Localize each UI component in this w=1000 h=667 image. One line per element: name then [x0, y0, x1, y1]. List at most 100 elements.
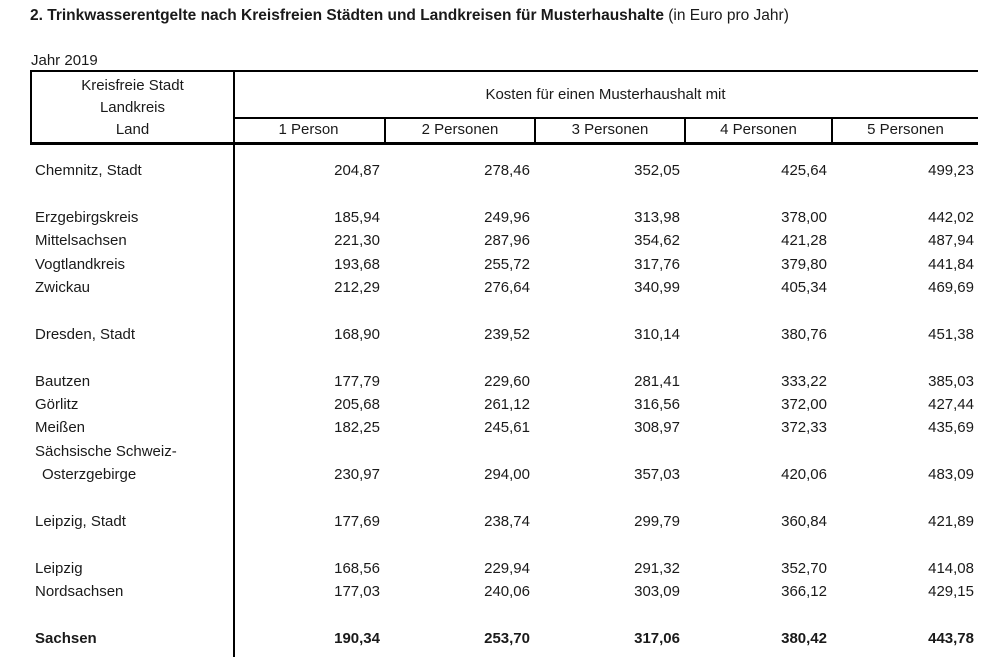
row-label: Osterzgebirge [42, 466, 137, 484]
table-row: Chemnitz, Stadt 204,87 278,46 352,05 425,64 4… [30, 159, 978, 182]
cell-value: 352,05 [634, 162, 680, 179]
cell-value: 261,12 [484, 395, 530, 413]
cell-value: 317,06 [634, 629, 680, 647]
row-label: Leipzig, Stadt [35, 512, 126, 530]
cell-value: 205,68 [334, 395, 380, 413]
cell-value [233, 440, 384, 463]
cell-value: 313,98 [634, 208, 680, 226]
cell-value: 372,33 [781, 419, 827, 437]
column-header: 3 Personen [534, 119, 684, 142]
cell-value: 238,74 [484, 512, 530, 530]
cell-value: 427,44 [928, 395, 974, 413]
cell-value: 253,70 [484, 629, 530, 647]
cell-value: 443,78 [928, 629, 974, 647]
cell-value: 287,96 [484, 232, 530, 250]
year-label: Jahr 2019 [31, 52, 98, 69]
column-header: 5 Personen [831, 119, 978, 142]
cell-value: 405,34 [781, 278, 827, 296]
cell-value: 291,32 [634, 559, 680, 577]
row-label: Erzgebirgskreis [35, 208, 139, 226]
table-row: Vogtlandkreis 193,68 255,72 317,76 379,80 441… [30, 253, 978, 276]
cell-value: 185,94 [334, 208, 380, 226]
title-unit: (in Euro pro Jahr) [668, 7, 789, 24]
cell-value: 366,12 [781, 583, 827, 601]
cell-value: 425,64 [781, 162, 827, 179]
spacer-row [30, 346, 978, 369]
row-label: Dresden, Stadt [35, 325, 136, 343]
cell-value: 429,15 [928, 583, 974, 601]
page-title: 2. Trinkwasserentgelte nach Kreisfreien … [30, 7, 789, 25]
cell-value: 177,69 [334, 512, 380, 530]
spacer-row [30, 486, 978, 509]
cell-value: 240,06 [484, 583, 530, 601]
cell-value: 245,61 [484, 419, 530, 437]
cell-value: 230,97 [334, 466, 380, 484]
cell-value: 469,69 [928, 278, 974, 296]
cell-value: 354,62 [634, 232, 680, 250]
cell-value: 177,03 [334, 583, 380, 601]
table-header: Kreisfreie Stadt Landkreis Land Kosten f… [30, 70, 978, 145]
cell-value: 451,38 [928, 325, 974, 343]
cell-value: 168,56 [334, 559, 380, 577]
cell-value: 380,76 [781, 325, 827, 343]
cell-value: 421,89 [928, 512, 974, 530]
cell-value: 193,68 [334, 255, 380, 273]
spacer-row [30, 533, 978, 556]
cell-value: 239,52 [484, 325, 530, 343]
cell-value: 204,87 [334, 162, 380, 179]
table-row: Erzgebirgskreis 185,94 249,96 313,98 378,00 4… [30, 206, 978, 229]
cell-value: 255,72 [484, 255, 530, 273]
cell-value: 308,97 [634, 419, 680, 437]
cell-value: 360,84 [781, 512, 827, 530]
cell-value: 385,03 [928, 372, 974, 390]
cell-value: 303,09 [634, 583, 680, 601]
row-label: Görlitz [35, 395, 79, 413]
cell-value: 212,29 [334, 278, 380, 296]
cell-value: 441,84 [928, 255, 974, 273]
cell-value: 310,14 [634, 325, 680, 343]
cell-value: 442,02 [928, 208, 974, 226]
cell-value: 229,60 [484, 372, 530, 390]
spacer-row [30, 603, 978, 626]
cell-value: 299,79 [634, 512, 680, 530]
row-label: Meißen [35, 419, 86, 437]
cell-value: 182,25 [334, 419, 380, 437]
table-row: Görlitz 205,68 261,12 316,56 372,00 427,44 [30, 393, 978, 416]
column-header: 4 Personen [684, 119, 831, 142]
table-row: Leipzig, Stadt 177,69 238,74 299,79 360,84 42… [30, 510, 978, 533]
stub-header-line: Landkreis [99, 99, 166, 116]
stub-header-line: Land [115, 121, 150, 138]
table-row: Dresden, Stadt 168,90 239,52 310,14 380,76 45… [30, 323, 978, 346]
cell-value [384, 440, 534, 463]
water-charges-table: Kreisfreie Stadt Landkreis Land Kosten f… [30, 70, 978, 657]
cell-value: 333,22 [781, 372, 827, 390]
table-row: Leipzig 168,56 229,94 291,32 352,70 414,08 [30, 557, 978, 580]
cell-value: 168,90 [334, 325, 380, 343]
cell-value: 294,00 [484, 466, 530, 484]
cell-value: 249,96 [484, 208, 530, 226]
cell-value: 487,94 [928, 232, 974, 250]
table-row: Osterzgebirge 230,97 294,00 357,03 420,06 483… [30, 463, 978, 486]
cell-value: 316,56 [634, 395, 680, 413]
cell-value: 414,08 [928, 559, 974, 577]
table-row: Mittelsachsen 221,30 287,96 354,62 421,28 487… [30, 229, 978, 252]
cell-value: 372,00 [781, 395, 827, 413]
table-row: Bautzen 177,79 229,60 281,41 333,22 385,03 [30, 370, 978, 393]
cell-value: 278,46 [484, 162, 530, 179]
cell-value: 352,70 [781, 559, 827, 577]
cell-value: 378,00 [781, 208, 827, 226]
column-header-row: 1 Person 2 Personen 3 Personen 4 Persone… [233, 119, 978, 142]
cell-value: 229,94 [484, 559, 530, 577]
row-label: Nordsachsen [35, 583, 124, 601]
stub-header-line: Kreisfreie Stadt [81, 77, 184, 94]
column-header: 1 Person [278, 121, 339, 138]
table-body: Chemnitz, Stadt 204,87 278,46 352,05 425,64 4… [30, 145, 978, 650]
cell-value: 421,28 [781, 232, 827, 250]
cell-value: 221,30 [334, 232, 380, 250]
span-header: Kosten für einen Musterhaushalt mit [233, 72, 978, 119]
row-label: Vogtlandkreis [35, 255, 126, 273]
title-text: 2. Trinkwasserentgelte nach Kreisfreien … [30, 7, 669, 24]
cell-value: 380,42 [781, 629, 827, 647]
cell-value: 317,76 [634, 255, 680, 273]
cell-value: 190,34 [334, 629, 380, 647]
